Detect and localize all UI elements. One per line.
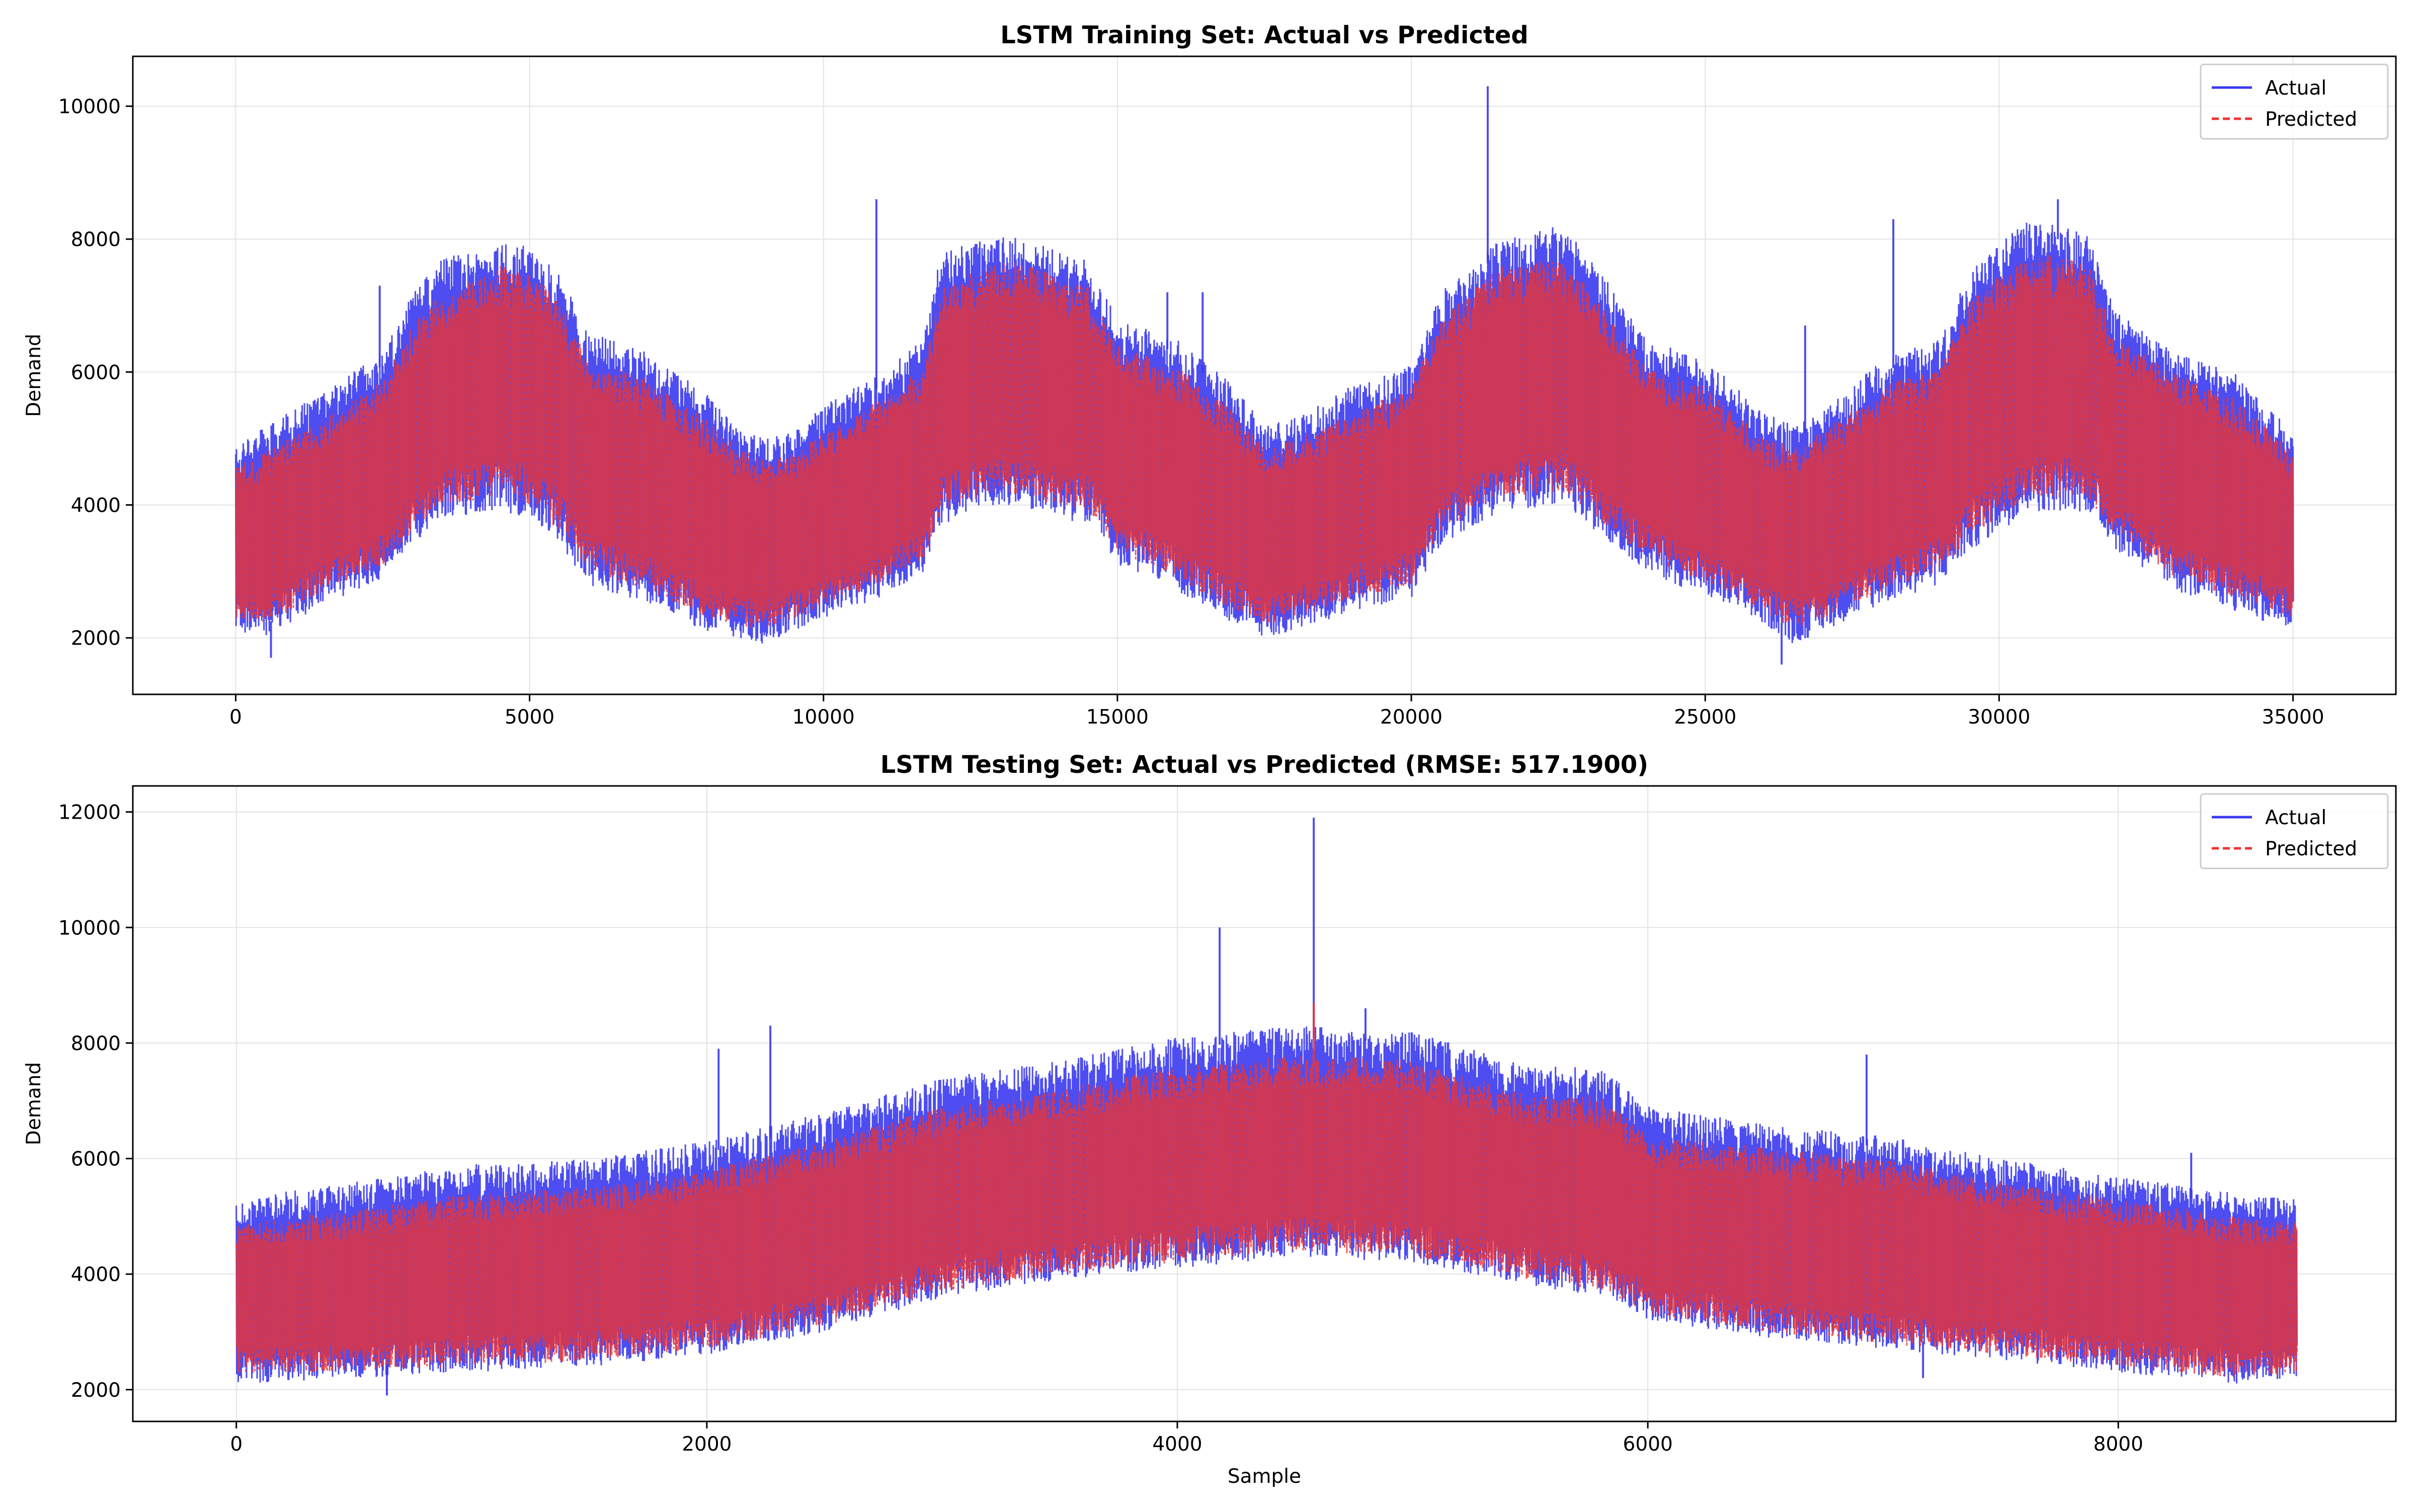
training-legend-actual-label: Actual — [2265, 77, 2326, 100]
training-y-tick-label: 6000 — [71, 361, 121, 384]
training-x-tick-label: 25000 — [1674, 706, 1736, 729]
testing-x-tick-label: 6000 — [1623, 1433, 1673, 1456]
testing-y-tick-label: 12000 — [58, 802, 121, 824]
training-x-tick-label: 0 — [229, 706, 242, 729]
testing-y-tick-label: 2000 — [71, 1379, 121, 1402]
training-x-tick-label: 15000 — [1086, 706, 1149, 729]
testing-y-tick-label: 8000 — [71, 1032, 121, 1055]
training-x-tick-label: 35000 — [2262, 706, 2324, 729]
testing-x-tick-label: 8000 — [2094, 1433, 2143, 1456]
training-x-tick-label: 10000 — [792, 706, 855, 729]
training-x-tick-label: 5000 — [505, 706, 554, 729]
training-legend-predicted-label: Predicted — [2265, 108, 2357, 131]
training-y-axis-label: Demand — [23, 334, 45, 417]
training-x-tick-label: 20000 — [1380, 706, 1442, 729]
training-y-tick-label: 10000 — [58, 96, 121, 118]
testing-x-tick-label: 0 — [230, 1433, 243, 1456]
testing-legend-actual-label: Actual — [2265, 807, 2326, 829]
testing-x-axis-label: Sample — [1228, 1465, 1301, 1488]
testing-y-tick-label: 6000 — [71, 1148, 121, 1171]
training-y-tick-label: 8000 — [71, 228, 121, 251]
testing-y-tick-label: 10000 — [58, 917, 121, 939]
training-chart-title: LSTM Training Set: Actual vs Predicted — [1000, 21, 1528, 49]
training-y-tick-label: 4000 — [71, 495, 121, 517]
training-x-tick-label: 30000 — [1968, 706, 2030, 729]
testing-x-tick-label: 4000 — [1152, 1433, 1202, 1456]
training-y-tick-label: 2000 — [71, 627, 121, 650]
testing-y-axis-label: Demand — [23, 1062, 45, 1145]
testing-legend: Actual Predicted — [2200, 793, 2389, 869]
testing-y-tick-label: 4000 — [71, 1263, 121, 1286]
training-legend: Actual Predicted — [2200, 63, 2389, 140]
testing-legend-predicted-label: Predicted — [2265, 838, 2357, 860]
testing-chart-title: LSTM Testing Set: Actual vs Predicted (R… — [880, 751, 1648, 779]
testing-x-tick-label: 2000 — [682, 1433, 732, 1456]
